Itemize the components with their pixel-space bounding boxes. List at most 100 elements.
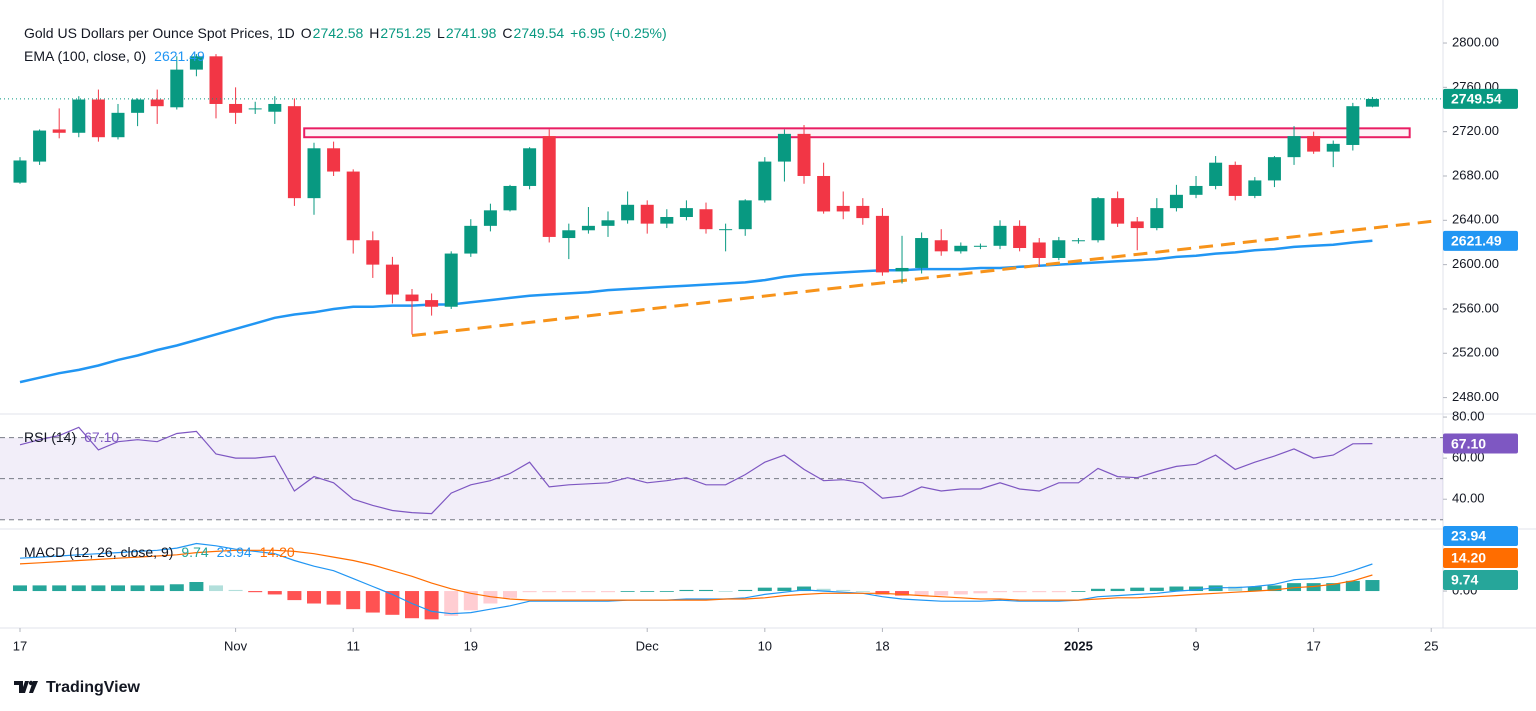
legend: EMA (100, close, 0) 2621.49 (24, 48, 205, 64)
macd-histogram-bar (91, 585, 106, 592)
last-price-badge: 2749.54 (1451, 91, 1502, 107)
candle-body (581, 225, 595, 231)
macd-histogram-bar (1365, 580, 1380, 592)
candle-body (1169, 194, 1183, 209)
y-tick-label: 2720.00 (1452, 123, 1499, 138)
x-tick-label: 17 (13, 638, 27, 653)
macd-badge: 23.94 (1451, 528, 1486, 544)
macd-histogram-bar (797, 586, 812, 592)
macd-histogram-bar (110, 585, 125, 592)
macd-histogram-bar (1071, 591, 1086, 592)
macd-histogram-bar (150, 585, 165, 592)
signal-line (19, 549, 1373, 601)
macd-histogram-bar (1032, 591, 1047, 593)
x-tick-label: 11 (346, 638, 360, 653)
macd-histogram-bar (1345, 580, 1360, 592)
signal-badge-bg (1443, 548, 1518, 569)
macd-histogram-bar (738, 589, 753, 592)
resistance-zone (303, 127, 1411, 139)
macd-histogram-bar (679, 589, 694, 592)
macd-histogram-bar (1091, 588, 1106, 592)
y-tick-label: 40.00 (1452, 491, 1485, 506)
candle-body (91, 99, 105, 138)
macd-histogram-bar (993, 591, 1008, 593)
macd-histogram-bar (836, 589, 851, 592)
y-tick-label: 2800.00 (1452, 34, 1499, 49)
candle-body (170, 69, 184, 108)
candle-body (640, 204, 654, 224)
macd-histogram-bar (757, 587, 772, 592)
macd-histogram-bar (1326, 583, 1341, 592)
candle-body (1052, 240, 1066, 258)
candle-body (503, 185, 517, 211)
rsi-value: 67.10 (84, 429, 119, 445)
x-tick-label: 25 (1424, 638, 1438, 653)
macd-value: 23.94 (217, 544, 252, 560)
candle-body (758, 161, 772, 201)
candle-body (425, 300, 439, 307)
candle-body (1111, 198, 1125, 224)
macd-histogram-bar (777, 587, 792, 592)
chart-title: Gold US Dollars per Ounce Spot Prices, 1… (24, 25, 295, 41)
macd-histogram-bar (424, 591, 439, 620)
candle-body (1091, 198, 1105, 241)
macd-histogram-bar (1228, 586, 1243, 592)
legend: Gold US Dollars per Ounce Spot Prices, 1… (24, 25, 667, 41)
candle-body (72, 99, 86, 133)
candle-body (836, 205, 850, 212)
candle-body (464, 225, 478, 254)
candle-body (209, 56, 223, 104)
candle-body (1150, 208, 1164, 229)
ema-badge-bg (1443, 230, 1518, 251)
macd-histogram-bar (973, 591, 988, 594)
candle-body (542, 136, 556, 237)
ema-badge: 2621.49 (1451, 233, 1502, 249)
candle-body (993, 225, 1007, 246)
candle-body (699, 209, 713, 230)
macd-histogram-bar (914, 591, 929, 596)
signal-value: 14.20 (260, 544, 295, 560)
ohlc-key: L (437, 25, 445, 41)
candle-body (346, 171, 360, 241)
candle-body (621, 204, 635, 221)
x-tick-label: 2025 (1064, 638, 1093, 653)
candle-body (562, 230, 576, 239)
candle-body (1130, 221, 1144, 229)
macd-histogram-bar (208, 585, 223, 592)
y-tick-label: 2520.00 (1452, 345, 1499, 360)
candle-body (1326, 143, 1340, 152)
y-tick-label: 2640.00 (1452, 212, 1499, 227)
candle-body (13, 160, 27, 183)
y-tick-label: 2680.00 (1452, 167, 1499, 182)
macd-histogram-bar (1287, 583, 1302, 592)
macd-histogram-bar (542, 591, 557, 593)
candle-body (52, 129, 66, 133)
macd-histogram-bar (1149, 587, 1164, 592)
candle-body (483, 210, 497, 226)
macd-histogram-bar (620, 591, 635, 592)
macd-histogram-bar (12, 585, 27, 592)
candle-body (875, 215, 889, 273)
x-tick-label: 10 (758, 638, 772, 653)
macd-histogram-bar (326, 591, 341, 605)
candle-body (405, 294, 419, 302)
ema-line (19, 239, 1373, 384)
macd-histogram-bar (287, 591, 302, 601)
candle-body (523, 148, 537, 186)
macd-histogram-bar (1189, 586, 1204, 592)
x-tick-label: 9 (1192, 638, 1199, 653)
macd-histogram-bar (699, 589, 714, 592)
macd-histogram-bar (385, 591, 400, 615)
last-price-badge-bg (1443, 88, 1518, 109)
y-tick-label: 80.00 (1452, 408, 1485, 423)
signal-badge: 14.20 (1451, 550, 1486, 566)
macd-histogram-bar (581, 591, 596, 593)
macd-histogram-bar (522, 591, 537, 593)
x-tick-label: Dec (636, 638, 660, 653)
candle-body (817, 175, 831, 212)
candle-body (660, 216, 674, 224)
macd-histogram-bar (169, 584, 184, 592)
rsi-badge-bg (1443, 433, 1518, 454)
histogram-badge: 9.74 (1451, 572, 1478, 588)
